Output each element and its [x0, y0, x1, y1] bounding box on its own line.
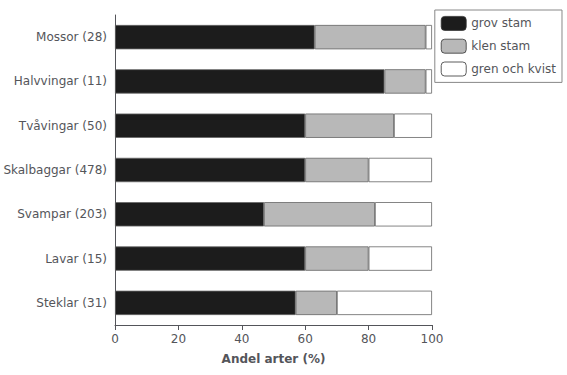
svg-text:20: 20 — [171, 332, 186, 346]
svg-text:gren och kvist: gren och kvist — [471, 62, 556, 76]
svg-text:Skalbaggar (478): Skalbaggar (478) — [3, 163, 107, 177]
svg-text:Svampar (203): Svampar (203) — [17, 207, 107, 221]
svg-text:Andel arter (%): Andel arter (%) — [222, 352, 326, 366]
svg-text:80: 80 — [361, 332, 376, 346]
svg-text:0: 0 — [111, 332, 119, 346]
svg-text:Lavar (15): Lavar (15) — [45, 252, 107, 266]
svg-text:grov stam: grov stam — [471, 16, 532, 30]
svg-text:klen stam: klen stam — [471, 39, 530, 53]
svg-text:Steklar (31): Steklar (31) — [36, 296, 107, 310]
svg-text:Mossor (28): Mossor (28) — [36, 30, 107, 44]
svg-text:40: 40 — [234, 332, 249, 346]
svg-text:100: 100 — [421, 332, 444, 346]
svg-text:60: 60 — [298, 332, 313, 346]
svg-text:Tvåvingar (50): Tvåvingar (50) — [18, 119, 107, 133]
svg-text:Halvvingar (11): Halvvingar (11) — [14, 74, 107, 88]
